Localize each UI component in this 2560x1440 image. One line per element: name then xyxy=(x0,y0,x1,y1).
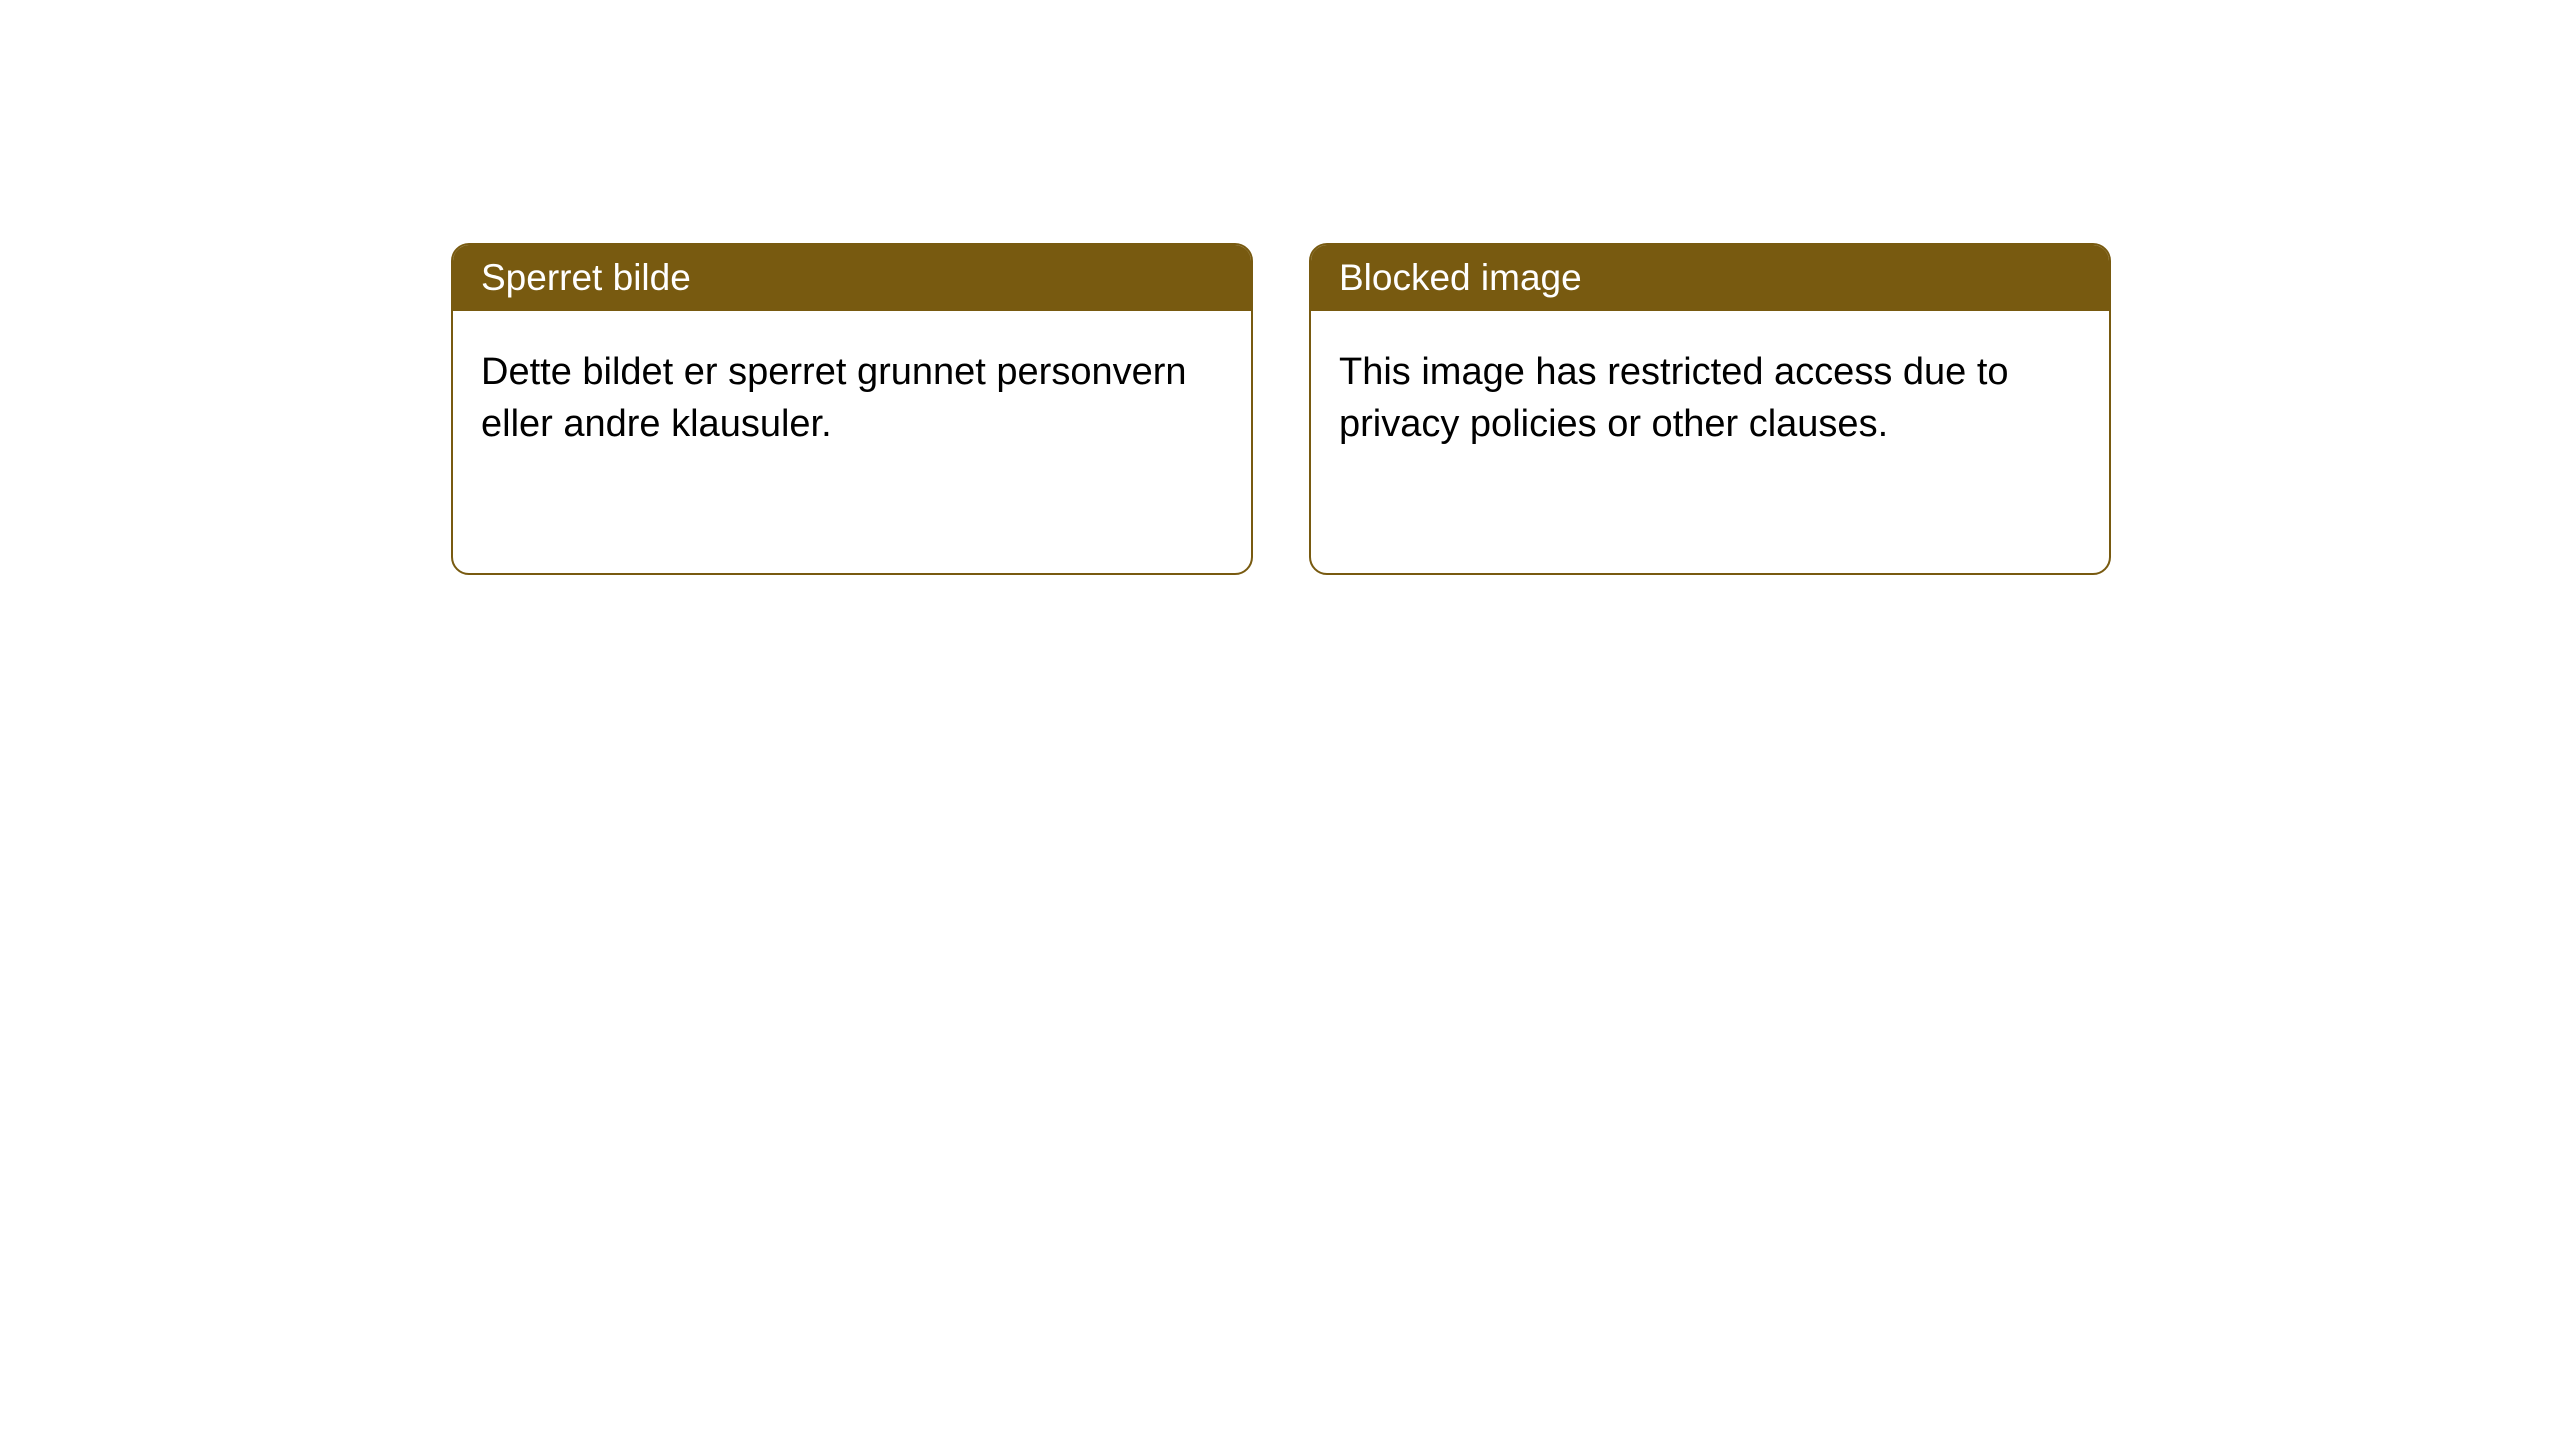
notice-card-english: Blocked image This image has restricted … xyxy=(1309,243,2111,575)
card-body: Dette bildet er sperret grunnet personve… xyxy=(453,311,1251,486)
notice-cards-container: Sperret bilde Dette bildet er sperret gr… xyxy=(451,243,2111,575)
notice-card-norwegian: Sperret bilde Dette bildet er sperret gr… xyxy=(451,243,1253,575)
card-header: Sperret bilde xyxy=(453,245,1251,311)
card-header: Blocked image xyxy=(1311,245,2109,311)
card-body: This image has restricted access due to … xyxy=(1311,311,2109,486)
